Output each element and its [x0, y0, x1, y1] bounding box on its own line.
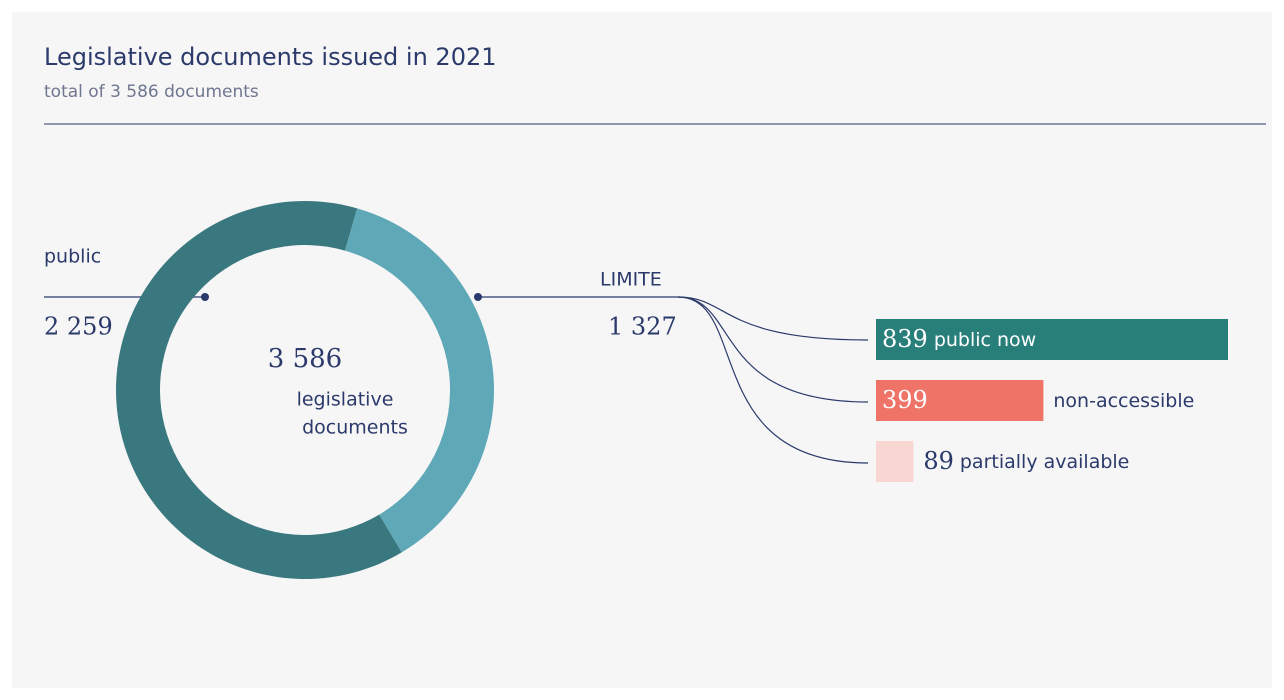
bar	[876, 319, 1228, 360]
donut-segment	[344, 208, 494, 553]
center-text: legislative	[297, 389, 394, 411]
bar-value: 399	[882, 386, 928, 414]
bar-category: public now	[934, 329, 1036, 351]
value-label: 1 327	[608, 313, 677, 341]
leader-dot	[201, 293, 209, 301]
connector	[677, 296, 869, 403]
leader-dot	[474, 293, 482, 301]
bar-value: 839	[882, 325, 928, 353]
category-label: LIMITE	[600, 269, 662, 291]
bar-category: non-accessible	[1053, 390, 1194, 412]
bar-value: 89	[923, 447, 954, 475]
bar	[876, 441, 914, 482]
donut-segment	[115, 201, 402, 580]
connectors	[677, 296, 869, 464]
bar	[876, 380, 1044, 421]
chart-subtitle: total of 3 586 documents	[44, 82, 259, 102]
chart-title: Legislative documents issued in 2021	[44, 43, 497, 71]
center-value: 3 586	[268, 344, 342, 374]
center-text: documents	[302, 417, 408, 439]
bar-category: partially available	[960, 451, 1129, 473]
connector	[677, 296, 869, 341]
value-label: 2 259	[44, 313, 113, 341]
connector	[677, 296, 869, 464]
category-label: public	[44, 246, 101, 268]
